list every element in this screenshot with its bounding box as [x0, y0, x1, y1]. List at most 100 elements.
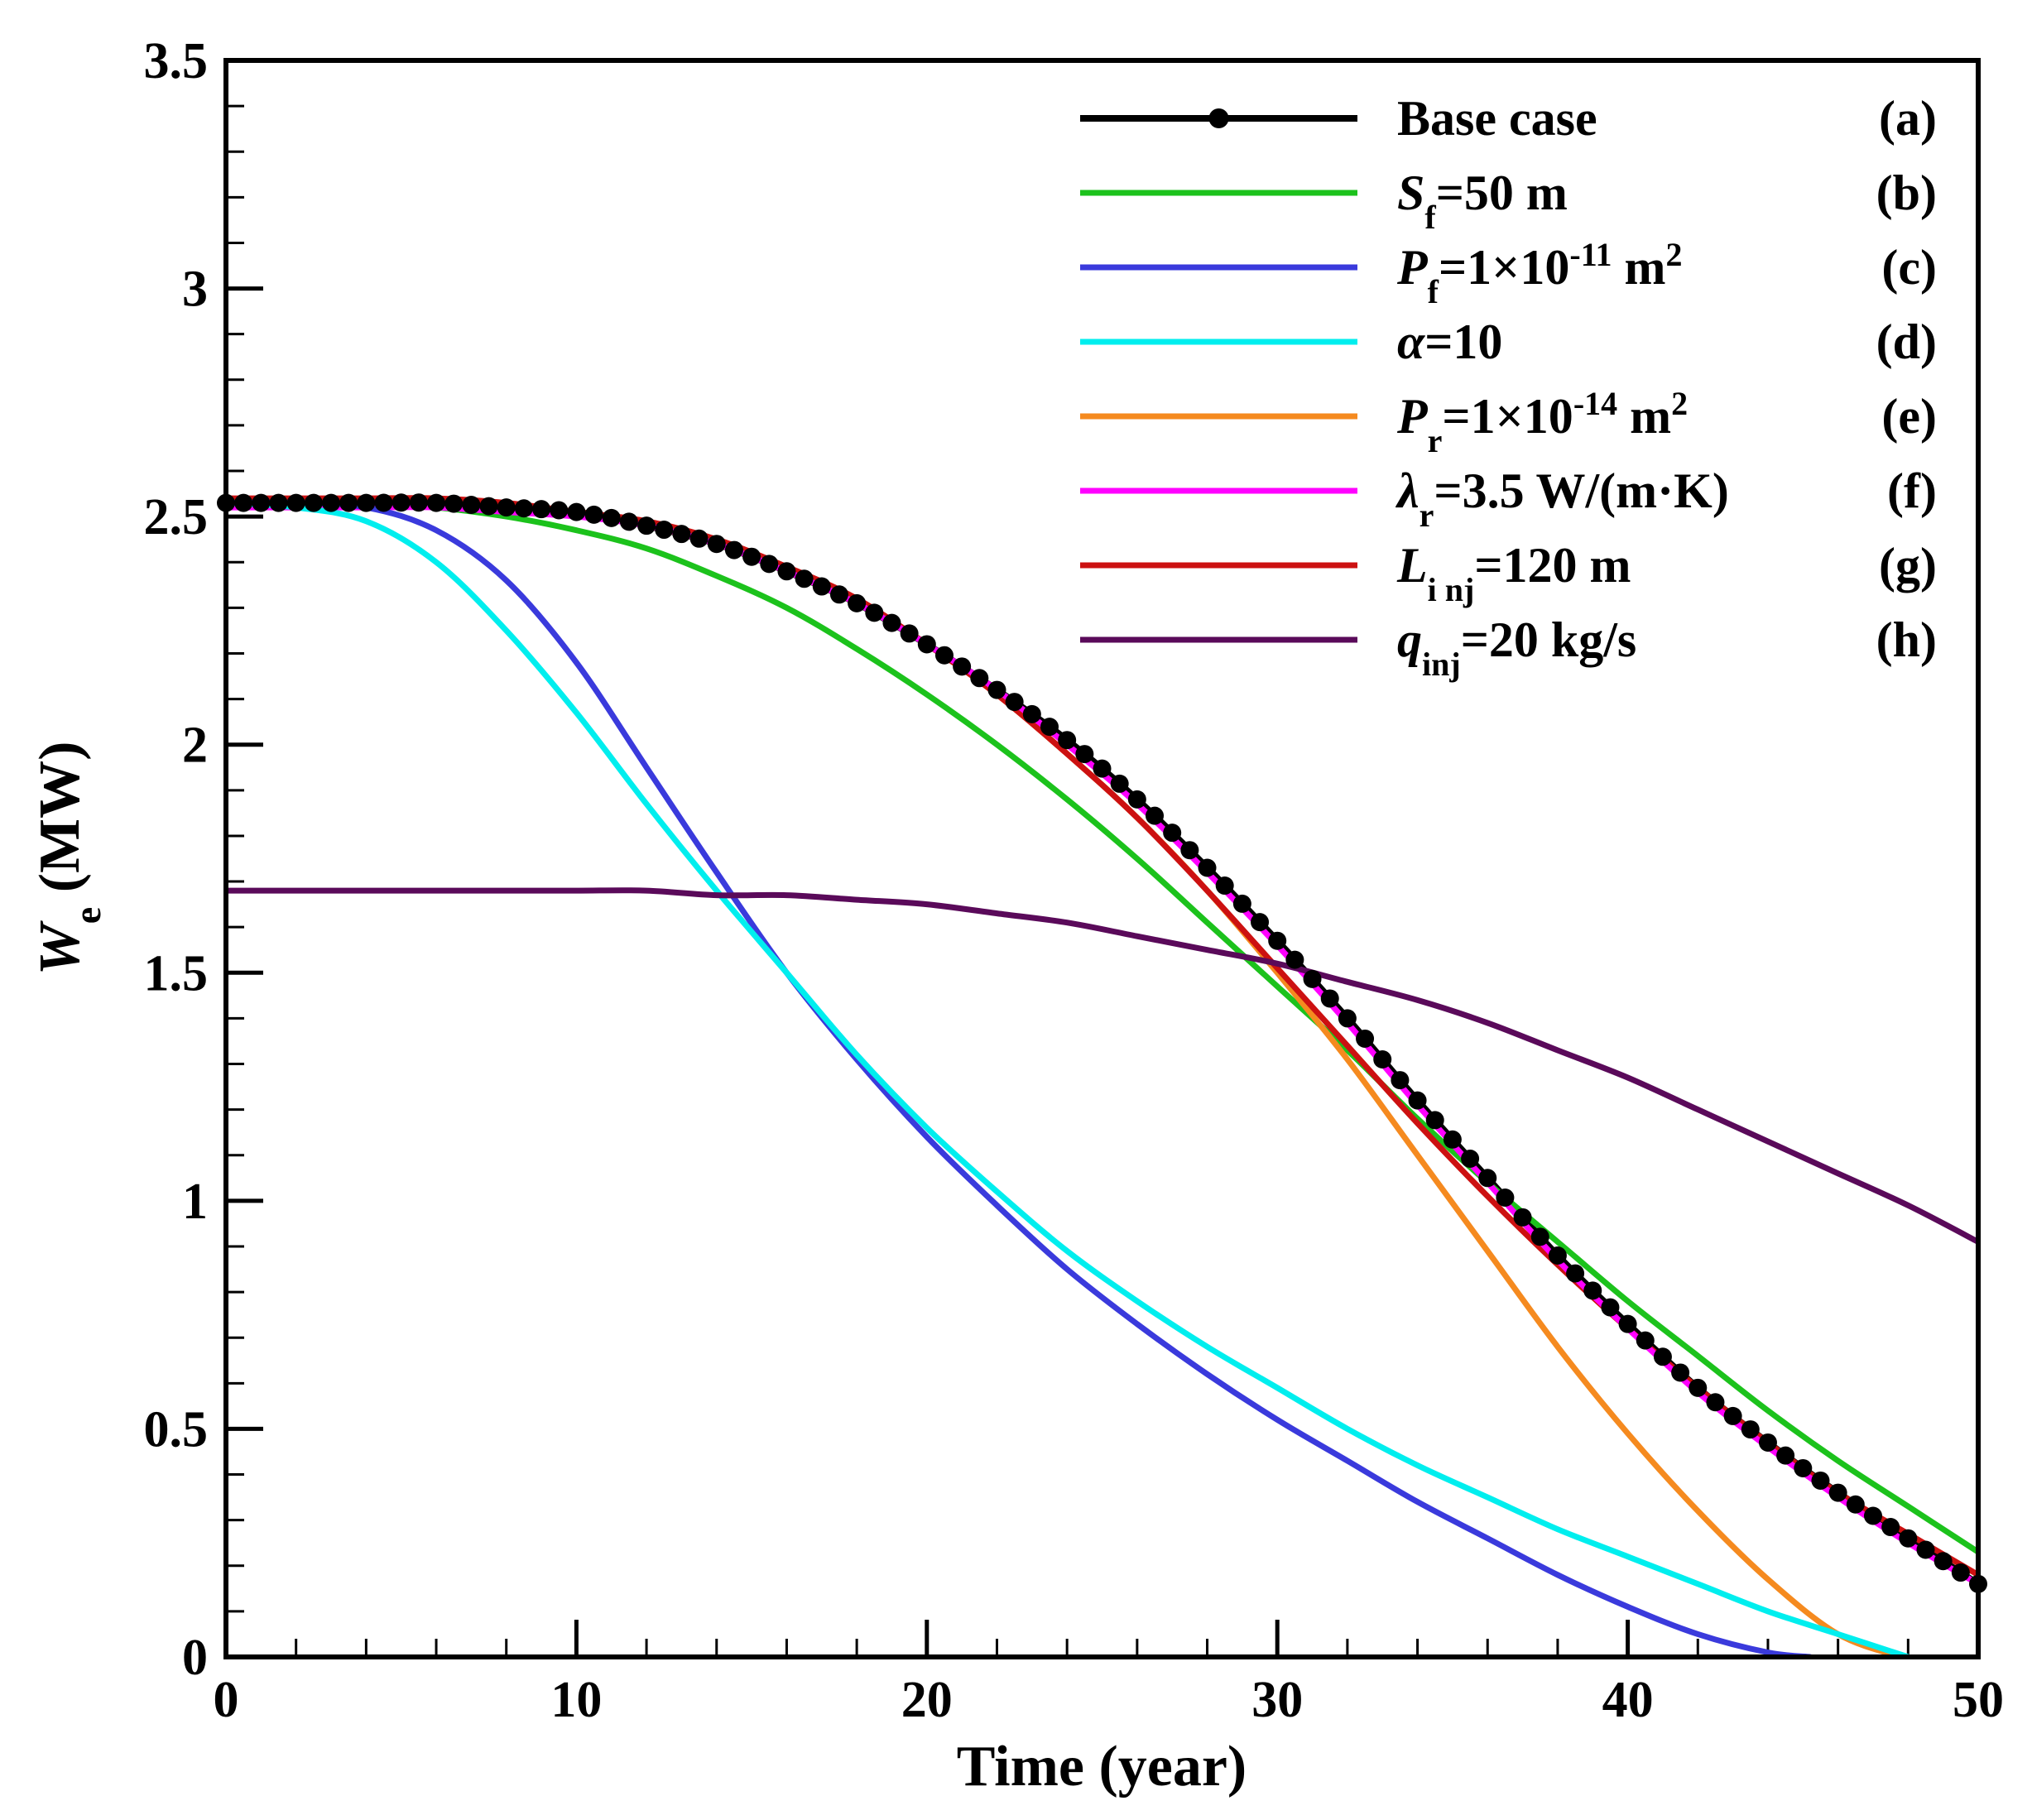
legend-label-a: Base case	[1397, 91, 1597, 146]
y-axis-label-sub: e	[66, 907, 108, 924]
y-tick-label: 1	[182, 1174, 208, 1230]
legend-label-part: inj	[1422, 646, 1461, 683]
base-case-marker	[584, 505, 603, 524]
base-case-marker	[409, 493, 428, 512]
base-case-marker	[848, 593, 867, 612]
base-case-marker	[1005, 693, 1024, 712]
base-case-marker	[953, 657, 972, 676]
legend-label-part: f	[1428, 273, 1439, 310]
base-case-marker	[1146, 806, 1165, 825]
base-case-marker	[1566, 1264, 1585, 1283]
base-case-marker	[707, 535, 726, 554]
base-case-marker	[1093, 759, 1112, 778]
base-case-marker	[1828, 1483, 1847, 1502]
base-case-marker	[1899, 1529, 1918, 1548]
base-case-marker	[427, 493, 446, 512]
legend-tag-f: (f)	[1887, 463, 1937, 518]
base-case-marker	[1636, 1331, 1655, 1350]
series-line-b	[226, 499, 1978, 1555]
plot-frame	[223, 58, 1981, 1659]
x-axis-label: Time (year)	[957, 1735, 1247, 1798]
base-case-marker	[1741, 1420, 1760, 1439]
base-case-marker	[1478, 1169, 1497, 1188]
legend: Base case (a)Sf=50 m (b)Pf=1×10-11 m2 (c)α=…	[1080, 91, 1937, 683]
base-case-marker	[567, 502, 586, 521]
base-case-marker	[1356, 1029, 1375, 1048]
base-case-marker	[1040, 718, 1059, 737]
legend-label-part: Base case	[1397, 91, 1597, 146]
marker-layer	[217, 493, 1987, 1593]
y-tick-label: 0.5	[144, 1401, 209, 1457]
legend-label-part: α	[1397, 315, 1425, 369]
legend-label-e: Pr=1×10-14 m2	[1396, 385, 1688, 459]
base-case-marker	[444, 494, 464, 513]
legend-label-part: 2	[1665, 236, 1682, 273]
base-case-marker	[252, 493, 271, 512]
base-case-marker	[1548, 1246, 1567, 1265]
y-tick-label: 2	[182, 718, 208, 774]
base-case-marker	[550, 501, 569, 520]
x-tick-label: 10	[550, 1672, 602, 1728]
x-tick-label: 40	[1602, 1672, 1654, 1728]
x-tick-label: 30	[1251, 1672, 1303, 1728]
base-case-marker	[1180, 841, 1199, 860]
base-case-marker	[1881, 1518, 1900, 1537]
legend-label-part: 2	[1671, 385, 1688, 422]
minor-ticks	[226, 104, 1910, 1657]
base-case-marker	[970, 669, 989, 688]
legend-label-d: α=10	[1397, 315, 1502, 369]
legend-label-part: S	[1397, 166, 1424, 220]
base-case-marker	[865, 603, 884, 622]
x-tick-label: 20	[901, 1672, 953, 1728]
base-case-marker	[1285, 950, 1304, 969]
base-case-marker	[497, 498, 516, 517]
series-line-d	[226, 500, 1911, 1657]
y-tick-label: 3.5	[144, 33, 209, 89]
base-case-marker	[1338, 1009, 1357, 1028]
base-case-marker	[829, 585, 848, 604]
legend-label-h: qinj=20 kg/s	[1397, 612, 1636, 683]
base-case-marker	[1110, 774, 1129, 793]
base-case-marker	[339, 493, 358, 512]
series-line-h	[226, 887, 1978, 1245]
base-case-marker	[882, 613, 901, 632]
legend-label-g: Li nj=120 m	[1396, 538, 1631, 608]
legend-label-part: =10	[1424, 315, 1502, 369]
base-case-marker	[1811, 1471, 1830, 1490]
base-case-marker	[514, 499, 533, 518]
base-case-marker	[462, 496, 481, 515]
base-case-marker	[1863, 1506, 1882, 1525]
legend-tag-a: (a)	[1879, 91, 1937, 146]
legend-label-part: =1×10	[1442, 389, 1573, 444]
legend-tag-e: (e)	[1881, 389, 1937, 444]
legend-label-part: f	[1424, 199, 1436, 236]
y-axis-label-main: W	[28, 920, 92, 975]
legend-label-part: P	[1396, 240, 1429, 295]
legend-label-part: =50 m	[1436, 166, 1568, 220]
legend-label-part: m	[1612, 240, 1666, 295]
base-case-marker	[1513, 1208, 1532, 1227]
base-case-marker	[1776, 1446, 1795, 1465]
base-case-marker	[1706, 1393, 1725, 1412]
base-case-marker	[760, 555, 779, 574]
base-case-marker	[1268, 931, 1287, 950]
base-case-marker	[1391, 1071, 1410, 1090]
legend-label-part: -14	[1573, 385, 1617, 422]
base-case-marker	[1251, 913, 1270, 932]
base-case-marker	[234, 493, 253, 512]
base-case-marker	[286, 493, 305, 512]
base-case-marker	[1408, 1091, 1427, 1110]
base-case-marker	[1601, 1298, 1620, 1317]
base-case-marker	[1916, 1540, 1935, 1559]
x-tick-labels: 0 10 20 30 40 50	[214, 1672, 2005, 1728]
base-case-marker	[917, 635, 936, 654]
y-tick-label: 2.5	[144, 489, 209, 545]
base-case-marker	[934, 646, 954, 665]
legend-label-part: λ	[1395, 463, 1420, 518]
base-case-marker	[1951, 1563, 1970, 1582]
base-case-marker	[1671, 1363, 1690, 1382]
legend-label-f: λr=3.5 W/(m·K)	[1395, 463, 1729, 534]
legend-marker-a	[1208, 108, 1229, 128]
base-case-marker	[1198, 858, 1217, 877]
y-axis-label-unit: (MW)	[28, 742, 92, 907]
